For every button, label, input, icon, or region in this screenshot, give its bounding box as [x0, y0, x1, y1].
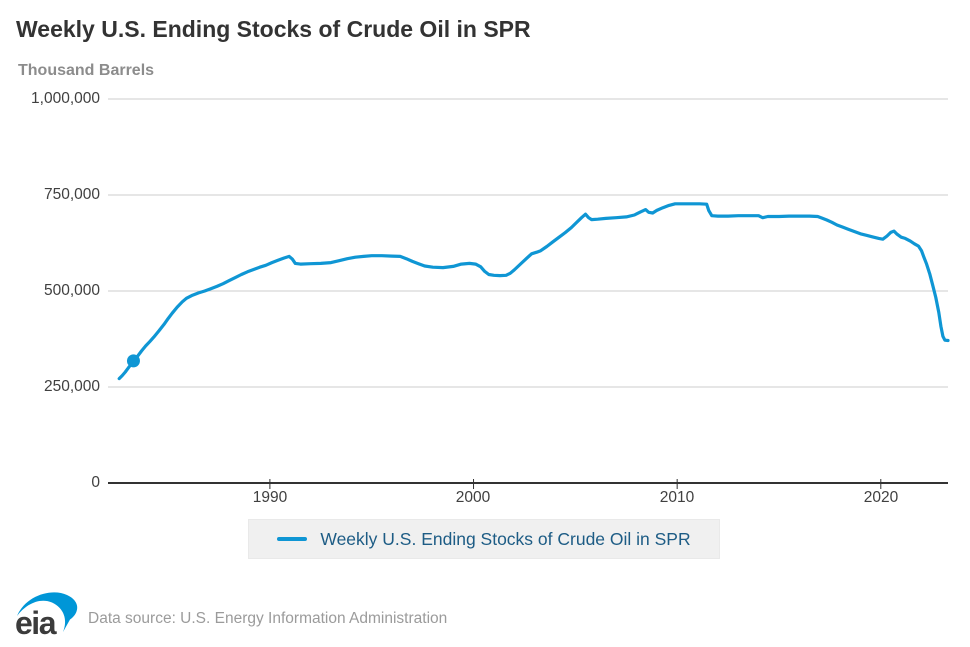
data-source-text: Data source: U.S. Energy Information Adm…	[88, 610, 448, 627]
series-point-marker	[126, 354, 140, 368]
y-axis-label: 750,000	[43, 186, 100, 203]
eia-swoosh-icon	[17, 592, 78, 632]
x-axis-label: 2020	[863, 489, 899, 506]
eia-logo: eia	[15, 592, 78, 638]
legend-line-icon	[277, 537, 308, 541]
y-axis-units-label: Thousand Barrels	[18, 62, 155, 79]
x-axis-label: 1990	[252, 489, 288, 506]
y-axis-label: 1,000,000	[31, 90, 100, 107]
eia-logo-text: eia	[15, 605, 57, 638]
x-axis-label: 2010	[659, 489, 695, 506]
y-axis-label: 500,000	[43, 282, 100, 299]
x-axis-label: 2000	[455, 489, 491, 506]
y-axis-label: 0	[91, 474, 100, 491]
y-axis-label: 250,000	[43, 378, 100, 395]
series-line	[117, 202, 950, 381]
legend-label: Weekly U.S. Ending Stocks of Crude Oil i…	[320, 528, 691, 549]
page-title: Weekly U.S. Ending Stocks of Crude Oil i…	[16, 16, 531, 42]
legend-item[interactable]: Weekly U.S. Ending Stocks of Crude Oil i…	[248, 519, 720, 559]
